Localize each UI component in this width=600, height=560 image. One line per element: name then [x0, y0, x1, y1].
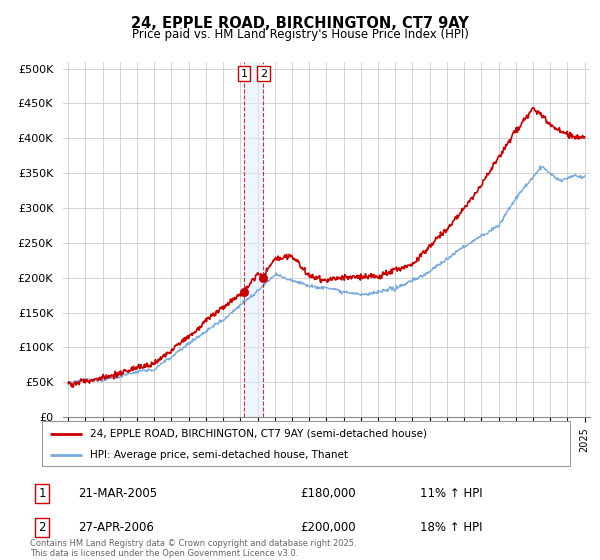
Text: £180,000: £180,000: [300, 487, 356, 501]
Text: 21-MAR-2005: 21-MAR-2005: [78, 487, 157, 501]
Text: 1: 1: [241, 68, 248, 78]
Text: Price paid vs. HM Land Registry's House Price Index (HPI): Price paid vs. HM Land Registry's House …: [131, 28, 469, 41]
Text: 27-APR-2006: 27-APR-2006: [78, 521, 154, 534]
Text: 1: 1: [38, 487, 46, 501]
Text: 2: 2: [38, 521, 46, 534]
Text: 18% ↑ HPI: 18% ↑ HPI: [420, 521, 482, 534]
Text: 24, EPPLE ROAD, BIRCHINGTON, CT7 9AY: 24, EPPLE ROAD, BIRCHINGTON, CT7 9AY: [131, 16, 469, 31]
Text: 24, EPPLE ROAD, BIRCHINGTON, CT7 9AY (semi-detached house): 24, EPPLE ROAD, BIRCHINGTON, CT7 9AY (se…: [89, 428, 427, 438]
Text: 2: 2: [260, 68, 267, 78]
Text: 11% ↑ HPI: 11% ↑ HPI: [420, 487, 482, 501]
Text: HPI: Average price, semi-detached house, Thanet: HPI: Average price, semi-detached house,…: [89, 450, 347, 460]
Text: £200,000: £200,000: [300, 521, 356, 534]
Text: Contains HM Land Registry data © Crown copyright and database right 2025.
This d: Contains HM Land Registry data © Crown c…: [30, 539, 356, 558]
Bar: [244, 62, 263, 417]
